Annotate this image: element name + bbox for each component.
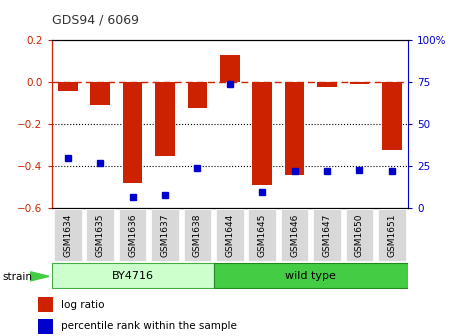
Text: GSM1650: GSM1650 xyxy=(355,213,364,257)
FancyBboxPatch shape xyxy=(54,209,82,261)
Text: wild type: wild type xyxy=(285,270,336,281)
FancyBboxPatch shape xyxy=(213,263,408,288)
FancyBboxPatch shape xyxy=(313,209,341,261)
FancyBboxPatch shape xyxy=(216,209,243,261)
Bar xyxy=(38,319,53,334)
Bar xyxy=(350,82,369,84)
Text: GDS94 / 6069: GDS94 / 6069 xyxy=(52,14,139,27)
FancyBboxPatch shape xyxy=(151,209,179,261)
Text: GSM1651: GSM1651 xyxy=(387,213,396,257)
Text: GSM1636: GSM1636 xyxy=(128,213,137,257)
Text: GSM1644: GSM1644 xyxy=(225,214,234,257)
FancyBboxPatch shape xyxy=(378,209,406,261)
Text: BY4716: BY4716 xyxy=(112,270,154,281)
Text: GSM1634: GSM1634 xyxy=(63,213,72,257)
FancyBboxPatch shape xyxy=(86,209,114,261)
Bar xyxy=(220,55,240,82)
Bar xyxy=(318,82,337,86)
FancyBboxPatch shape xyxy=(119,209,146,261)
FancyBboxPatch shape xyxy=(346,209,373,261)
Polygon shape xyxy=(30,272,49,281)
Text: GSM1647: GSM1647 xyxy=(323,213,332,257)
FancyBboxPatch shape xyxy=(184,209,211,261)
Text: GSM1645: GSM1645 xyxy=(257,213,267,257)
Bar xyxy=(285,82,304,175)
Text: log ratio: log ratio xyxy=(61,300,105,309)
Text: GSM1637: GSM1637 xyxy=(160,213,169,257)
Bar xyxy=(58,82,77,91)
Bar xyxy=(188,82,207,108)
Text: GSM1635: GSM1635 xyxy=(96,213,105,257)
Text: percentile rank within the sample: percentile rank within the sample xyxy=(61,322,237,331)
FancyBboxPatch shape xyxy=(281,209,309,261)
Bar xyxy=(252,82,272,185)
Text: strain: strain xyxy=(2,272,32,282)
FancyBboxPatch shape xyxy=(52,263,213,288)
Bar xyxy=(123,82,142,183)
Text: GSM1638: GSM1638 xyxy=(193,213,202,257)
Bar xyxy=(382,82,401,150)
Text: GSM1646: GSM1646 xyxy=(290,213,299,257)
Bar xyxy=(155,82,175,156)
FancyBboxPatch shape xyxy=(249,209,276,261)
Bar xyxy=(91,82,110,106)
Bar xyxy=(38,297,53,312)
